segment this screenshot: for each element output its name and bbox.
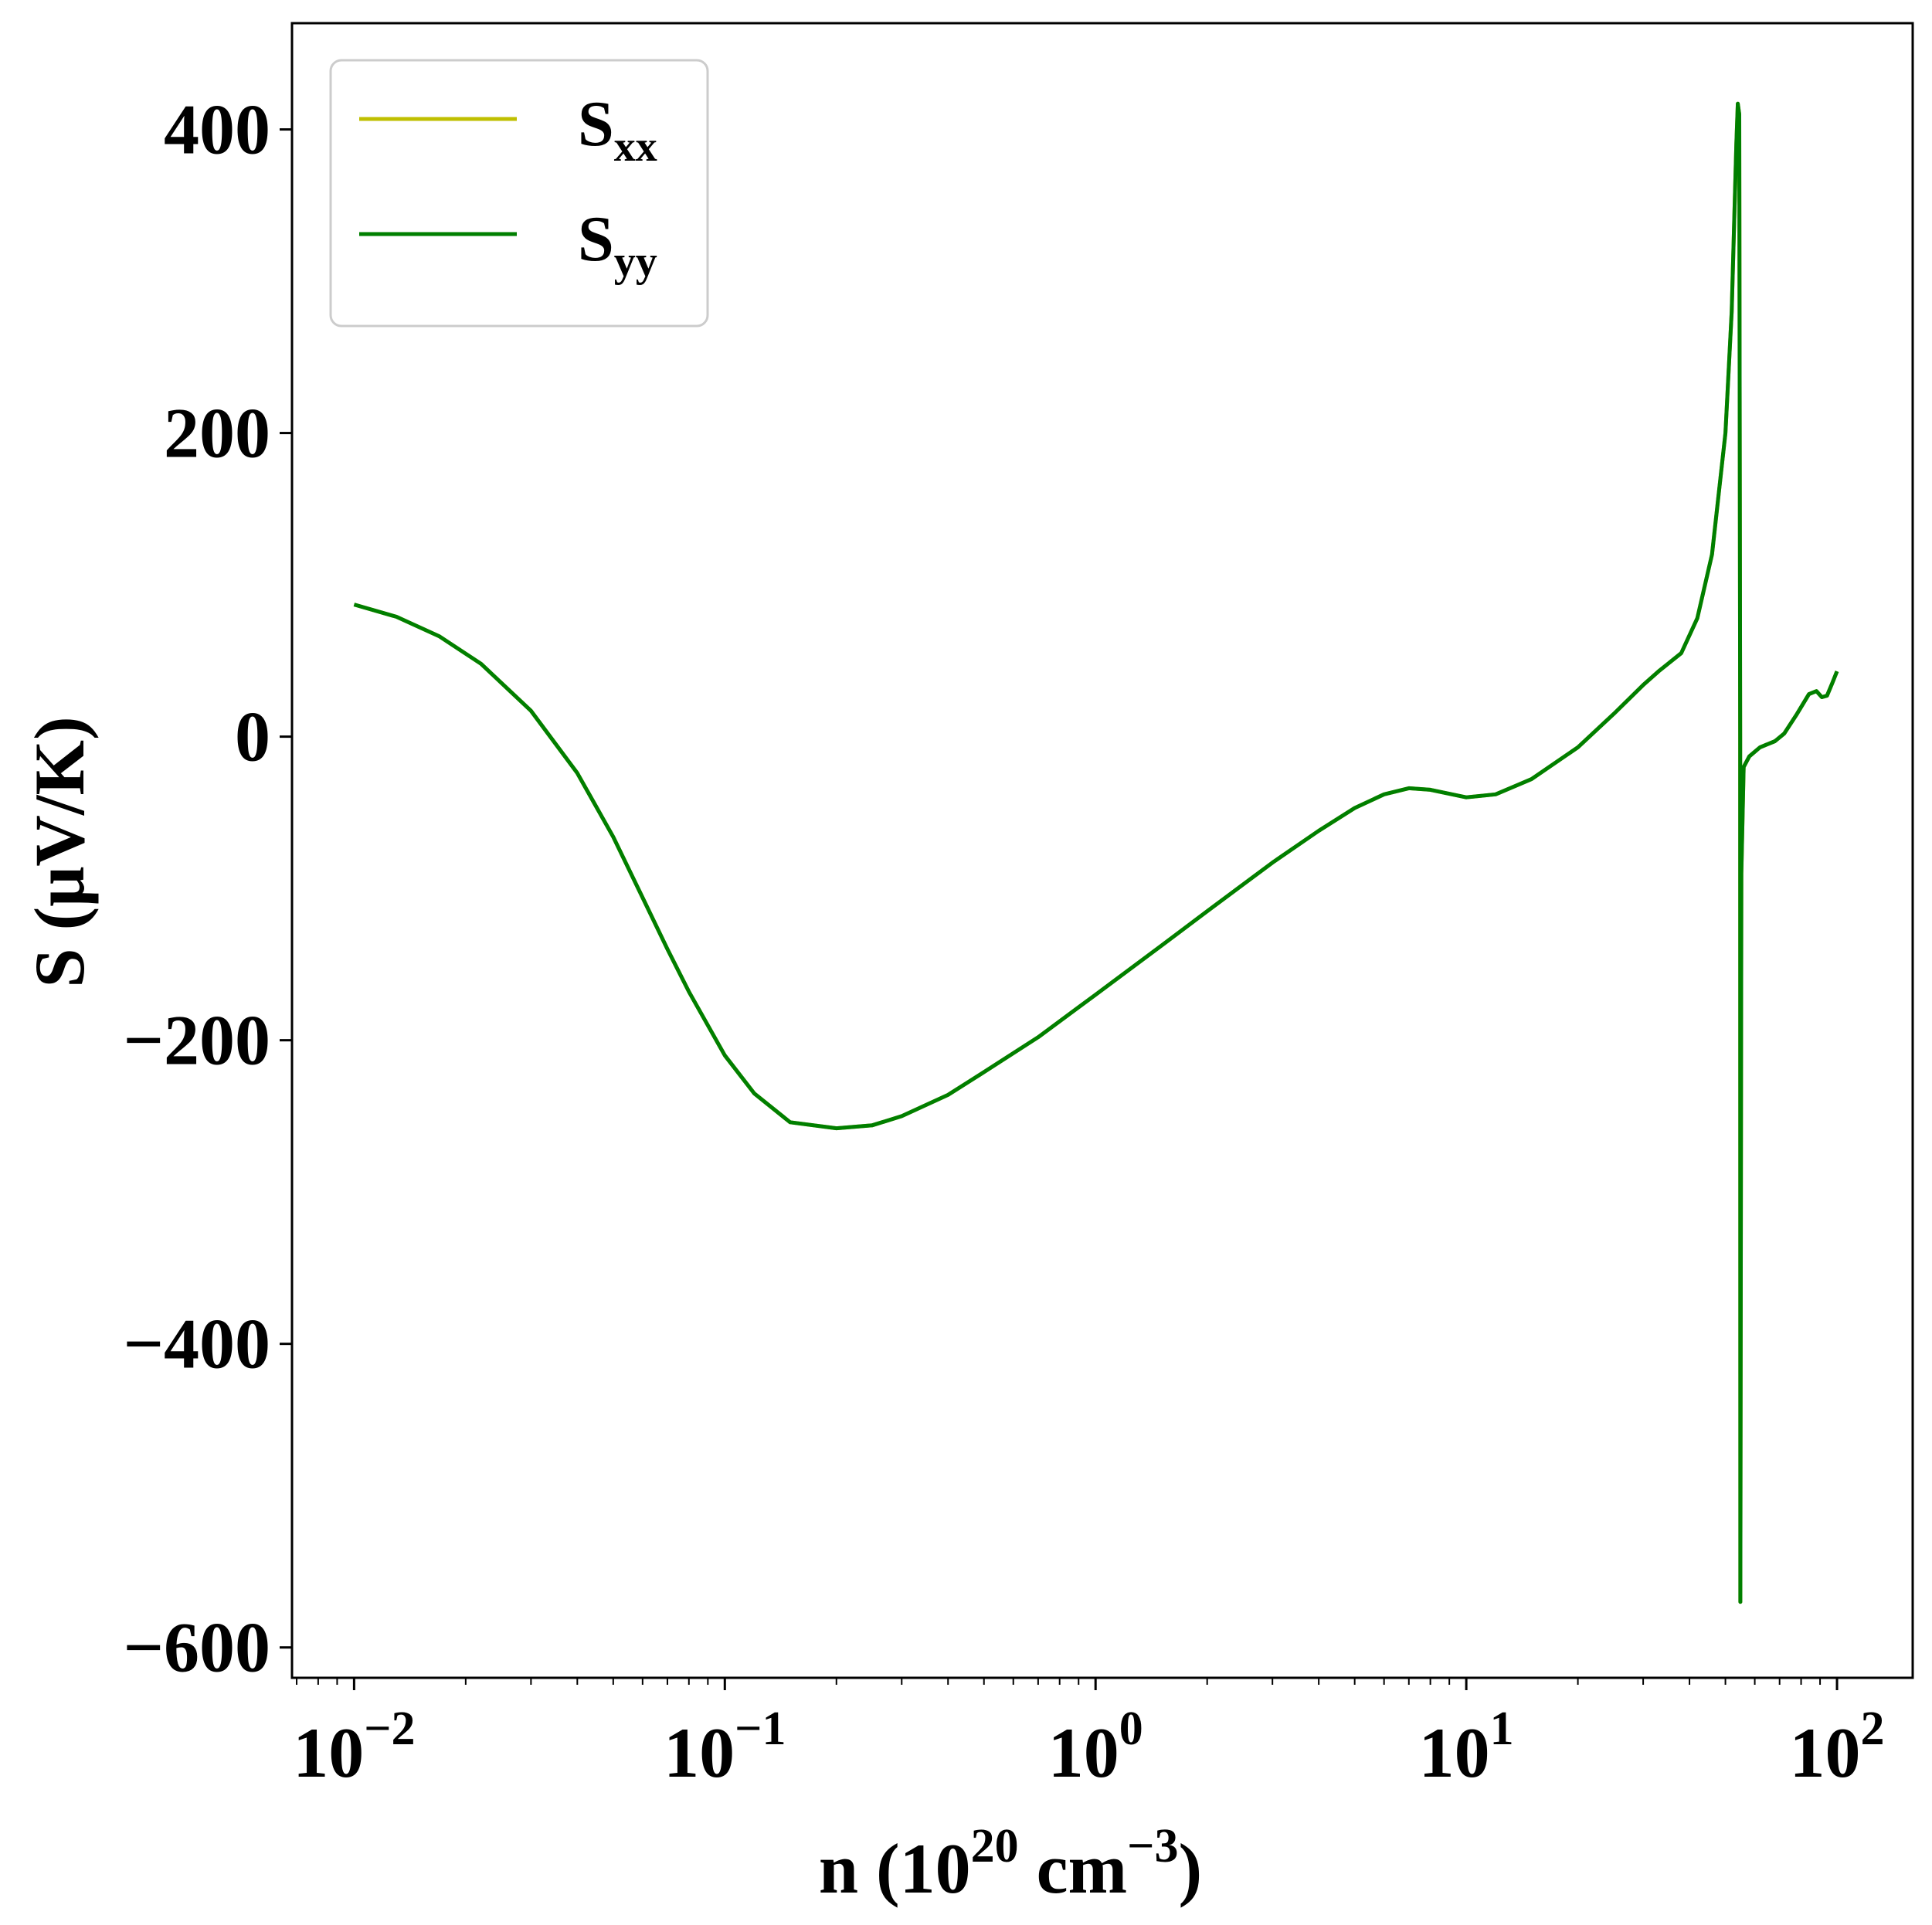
x-tick-label: 101: [1419, 1703, 1514, 1792]
y-tick-label: −200: [124, 1001, 270, 1080]
series-line-yy: [353, 101, 1839, 1604]
y-tick-label: −400: [124, 1305, 270, 1383]
plot-frame: [290, 22, 1914, 1679]
x-tick-label: 10−2: [293, 1703, 415, 1792]
x-tick-label: 100: [1048, 1703, 1143, 1792]
legend: Sxx Syy: [329, 59, 709, 328]
series-layer: [353, 101, 1839, 1604]
x-tick-label: 102: [1790, 1703, 1885, 1792]
x-tick-label: 10−1: [664, 1703, 786, 1792]
y-tick-label: 0: [235, 698, 270, 776]
x-axis-label: n (1020 cm−3): [819, 1820, 1202, 1908]
y-tick-label: 200: [164, 394, 270, 473]
legend-label-syy: Syy: [578, 203, 657, 286]
y-axis-label: S (μV/K): [20, 716, 99, 987]
y-tick-label: −600: [124, 1608, 270, 1687]
axes-layer: 10−2 10−1 100 101 102 400 200 0 −200 −400 −600: [124, 90, 1885, 1792]
y-tick-label: 400: [164, 90, 270, 169]
legend-label-sxx: Sxx: [578, 88, 657, 171]
legend-box: [329, 59, 709, 328]
